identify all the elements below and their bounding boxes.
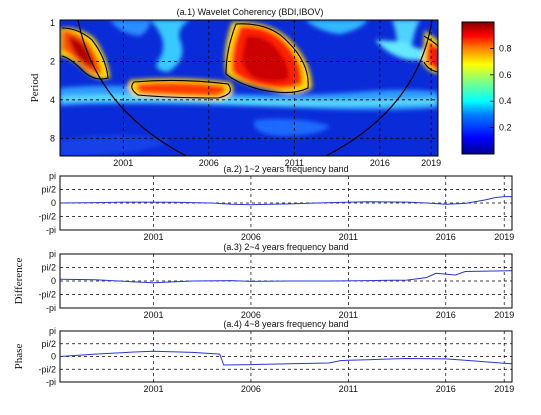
contour-central (225, 23, 309, 94)
colorbar-scale (461, 21, 495, 155)
panel-background (60, 176, 512, 230)
panel-x-tick-label: 2006 (241, 384, 261, 394)
heatmap-frame (59, 19, 439, 157)
panel-y-tick-label: -pi (46, 303, 56, 313)
phase-difference-line (59, 196, 512, 206)
heatmap-x-tick-label: 2001 (113, 158, 133, 168)
panel-frame (59, 175, 513, 231)
heatmap-panel: (a.1) Wavelet Coherency (BDI,IBOV) Perio… (29, 7, 441, 168)
heatmap-y-tick-label: 1 (50, 18, 55, 28)
colorbar-tick-label: 0.2 (499, 123, 512, 133)
panel-y-tick-label: pi/2 (41, 339, 56, 349)
panel-y-tick-label: 0 (51, 276, 56, 286)
panel-y-tick-label: pi (49, 249, 56, 259)
panel-x-tick-label: 2011 (339, 384, 358, 394)
heatmap-y-tick-label: 4 (50, 95, 55, 105)
panel-x-tick-label: 2001 (144, 310, 164, 320)
colorbar: 0.2 0.4 0.6 0.8 (461, 21, 512, 155)
panel-title: (a.2) 1~2 years frequency band (223, 164, 348, 174)
panel-y-tick-label: 0 (51, 352, 56, 362)
colorbar-tick-label: 0.8 (499, 43, 512, 53)
panel-y-tick-label: -pi/2 (38, 212, 56, 222)
phase-difference-line (59, 270, 513, 284)
panel-x-tick-label: 2006 (241, 310, 261, 320)
panel-x-tick-label: 2011 (339, 232, 358, 242)
contour-early (61, 27, 109, 80)
heatmap-plot (60, 20, 438, 156)
panel-title: (a.4) 4~8 years frequency band (223, 319, 348, 329)
phase-panel-1-2-years: (a.2) 1~2 years frequency band pi pi/2 0 -pi… (38, 164, 514, 242)
panel-ylabel: Phase (13, 344, 25, 370)
panel-x-tick-label: 2016 (436, 310, 456, 320)
panel-x-tick-label: 2001 (144, 232, 164, 242)
panel-x-tick-label: 2016 (436, 384, 456, 394)
heatmap-x-tick-label: 2019 (421, 158, 441, 168)
phase-difference-line (59, 350, 513, 366)
panel-title: (a.3) 2~4 years frequency band (223, 242, 348, 252)
panel-y-tick-label: 0 (51, 198, 56, 208)
contour-band (131, 79, 231, 99)
panel-x-tick-label: 2006 (241, 232, 261, 242)
heatmap-grid (60, 20, 438, 156)
colorbar-tick-label: 0.4 (499, 96, 512, 106)
panel-x-tick-label: 2019 (494, 310, 514, 320)
phase-panel-2-4-years: (a.3) 2~4 years frequency band Difference… (13, 242, 514, 320)
heatmap-y-tick-label: 2 (50, 56, 55, 66)
panel-x-tick-label: 2016 (436, 232, 456, 242)
panel-y-tick-label: -pi (46, 225, 56, 235)
contour-late (423, 35, 438, 73)
panel-y-tick-label: -pi/2 (38, 290, 56, 300)
panel-y-tick-label: pi (49, 326, 56, 336)
panel-y-tick-label: -pi (46, 377, 56, 387)
panel-y-tick-label: pi/2 (41, 185, 56, 195)
panel-x-tick-label: 2001 (144, 384, 164, 394)
heatmap-title: (a.1) Wavelet Coherency (BDI,IBOV) (177, 7, 324, 17)
panel-background (60, 331, 512, 382)
heatmap-axes: 2001 2006 2011 2016 2019 1 2 4 8 (50, 18, 441, 168)
heatmap-blobs (60, 20, 438, 156)
panel-y-tick-label: pi (49, 171, 56, 181)
panel-x-tick-label: 2019 (494, 232, 514, 242)
panel-frame (59, 330, 513, 383)
panel-y-tick-label: pi/2 (41, 263, 56, 273)
panel-y-tick-label: -pi/2 (38, 364, 56, 374)
phase-panel-4-8-years: (a.4) 4~8 years frequency band Phase pi pi/… (13, 319, 514, 394)
heatmap-x-tick-label: 2016 (370, 158, 390, 168)
colorbar-tick-label: 0.6 (499, 70, 512, 80)
panel-x-tick-label: 2019 (494, 384, 514, 394)
panel-ylabel: Difference (13, 257, 25, 304)
colorbar-ticks: 0.2 0.4 0.6 0.8 (490, 43, 512, 133)
heatmap-y-tick-label: 8 (50, 133, 55, 143)
panel-x-tick-label: 2011 (339, 310, 358, 320)
heatmap-x-tick-label: 2006 (199, 158, 219, 168)
panel-frame (59, 253, 513, 309)
heatmap-x-tick-label: 2011 (285, 158, 304, 168)
heatmap-ylabel: Period (29, 73, 41, 102)
